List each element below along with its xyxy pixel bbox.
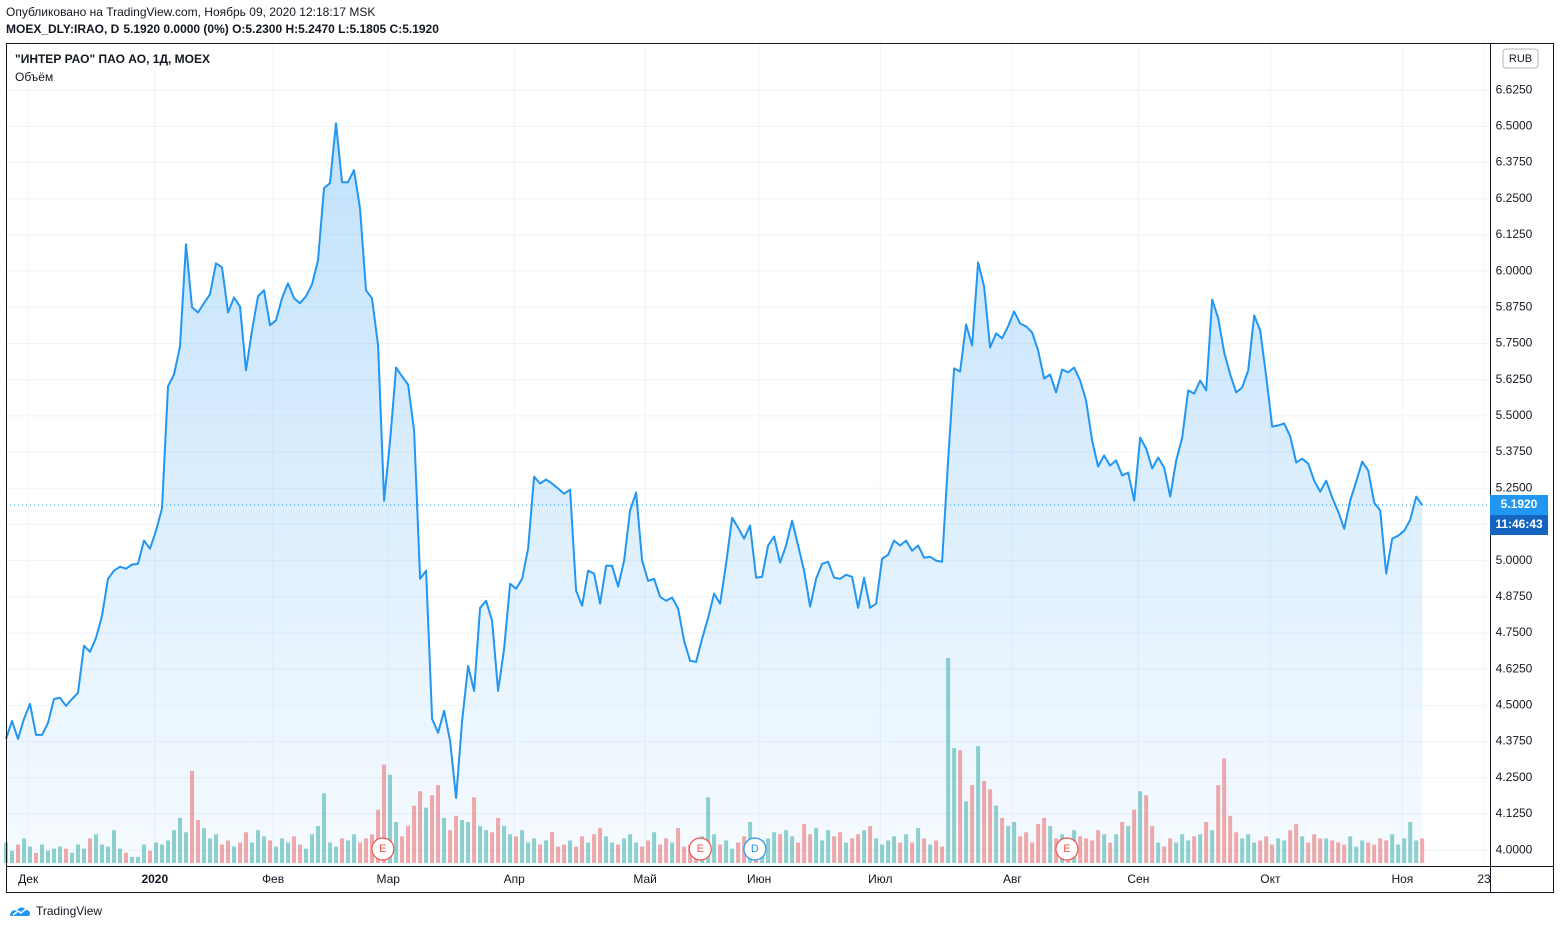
frame <box>6 43 1554 893</box>
quote: 5.1920 0.0000 (0%) O:5.2300 H:5.2470 L:5… <box>123 22 439 36</box>
event-label: D <box>751 843 759 855</box>
y-tick-label: 4.2500 <box>1496 770 1533 784</box>
y-tick-label: 4.5000 <box>1496 698 1533 712</box>
y-tick-label: 5.6250 <box>1496 372 1533 386</box>
y-tick-label: 5.2500 <box>1496 480 1533 494</box>
last-price-label: 5.1920 <box>1501 497 1538 511</box>
brand: TradingView <box>36 904 103 918</box>
x-tick-label: Июн <box>747 872 771 886</box>
volume-legend: Объём <box>15 70 53 84</box>
y-tick-label: 6.6250 <box>1496 82 1533 96</box>
x-tick-label: Окт <box>1260 872 1281 886</box>
y-tick-label: 6.5000 <box>1496 119 1533 133</box>
y-tick-label: 6.3750 <box>1496 155 1533 169</box>
y-tick-label: 4.8750 <box>1496 589 1533 603</box>
event-label: E <box>1063 843 1070 855</box>
area-fill <box>6 123 1423 866</box>
currency-box <box>1502 48 1539 69</box>
brand-logo <box>10 907 30 916</box>
x-tick-label: Авг <box>1003 872 1022 886</box>
footer: TradingView <box>8 903 102 919</box>
chart-title: "ИНТЕР РАО" ПАО АО, 1Д, MOEX <box>15 52 210 66</box>
published-note: Опубликовано на TradingView.com, Ноябрь … <box>6 5 376 19</box>
y-tick-label: 4.6250 <box>1496 661 1533 675</box>
y-tick-label: 6.0000 <box>1496 263 1533 277</box>
y-tick-label: 4.1250 <box>1496 806 1533 820</box>
x-tick-label: Май <box>633 872 657 886</box>
y-tick-label: 5.7500 <box>1496 336 1533 350</box>
x-tick-label: Фев <box>262 872 284 886</box>
x-tick-label: 2020 <box>141 872 168 886</box>
symbol: MOEX_DLY:IRAO, D <box>6 22 120 36</box>
countdown-label: 11:46:43 <box>1495 517 1543 531</box>
event-marker <box>371 837 395 861</box>
last-price-badge <box>1490 495 1548 516</box>
symbol-line: MOEX_DLY:IRAO, D 5.1920 0.0000 (0%) O:5.2… <box>6 22 443 36</box>
event-marker <box>688 837 712 861</box>
x-tick-label: Сен <box>1127 872 1149 886</box>
event-marker <box>1055 837 1079 861</box>
event-label: E <box>379 843 386 855</box>
x-tick-label: Дек <box>18 872 39 886</box>
x-tick-label: 23 <box>1477 872 1491 886</box>
y-tick-label: 6.1250 <box>1496 227 1533 241</box>
countdown-badge <box>1490 515 1548 536</box>
y-tick-label: 4.3750 <box>1496 734 1533 748</box>
price-line <box>5 122 1424 799</box>
event-marker <box>743 837 767 861</box>
y-tick-label: 5.8750 <box>1496 299 1533 313</box>
y-tick-label: 4.0000 <box>1496 842 1533 856</box>
event-label: E <box>697 843 704 855</box>
currency: RUB <box>1509 53 1532 65</box>
y-tick-label: 4.7500 <box>1496 625 1533 639</box>
x-tick-label: Мар <box>377 872 401 886</box>
y-tick-label: 5.5000 <box>1496 408 1533 422</box>
y-tick-label: 5.0000 <box>1496 553 1533 567</box>
x-tick-label: Июл <box>868 872 892 886</box>
x-tick-label: Ноя <box>1391 872 1413 886</box>
x-tick-label: Апр <box>504 872 526 886</box>
y-tick-label: 6.2500 <box>1496 191 1533 205</box>
y-tick-label: 5.3750 <box>1496 444 1533 458</box>
